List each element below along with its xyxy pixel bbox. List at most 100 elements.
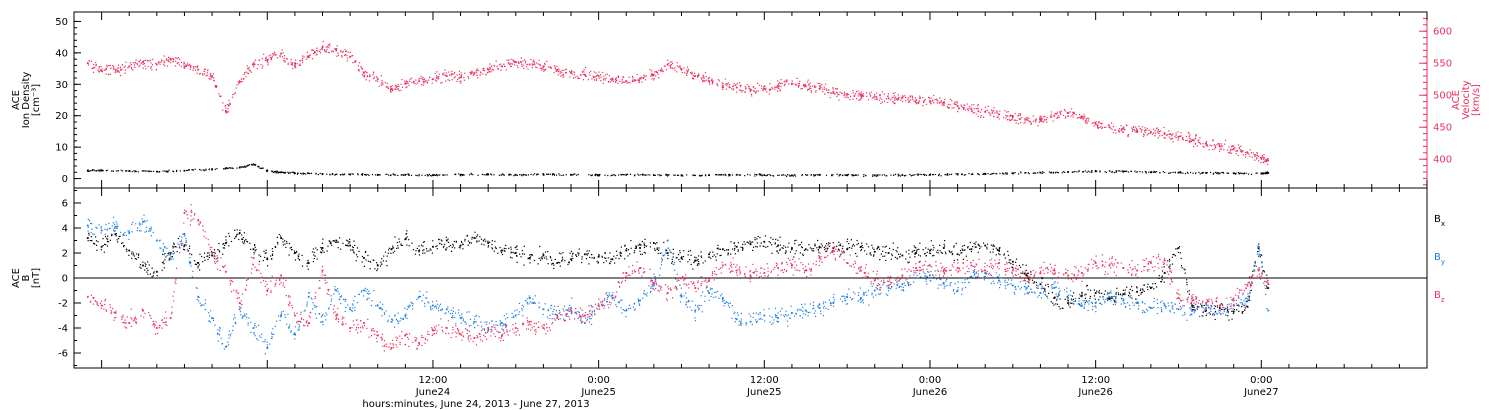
by-series-sample <box>526 303 528 305</box>
density-series-sample <box>1241 172 1243 175</box>
bx-series-sample <box>897 247 899 249</box>
velocity-series-sample <box>652 75 654 77</box>
velocity-series-sample <box>992 110 994 112</box>
velocity-series-sample <box>706 79 708 81</box>
velocity-series-sample <box>1171 133 1173 136</box>
bx-series-sample <box>626 248 628 250</box>
bx-series-sample <box>93 242 95 244</box>
velocity-series-sample <box>1091 122 1093 124</box>
velocity-series-sample <box>1256 158 1258 160</box>
bx-series-sample <box>203 252 206 254</box>
by-series-sample <box>322 324 324 326</box>
velocity-series-sample <box>215 86 218 88</box>
density-series-sample <box>573 173 575 175</box>
bx-series-sample <box>446 247 448 249</box>
velocity-series-sample <box>1050 114 1052 116</box>
velocity-series-sample <box>423 78 426 80</box>
by-series-sample <box>100 226 102 228</box>
velocity-series-sample <box>896 97 898 100</box>
bx-series-sample <box>137 254 140 256</box>
density-series-sample <box>968 172 970 175</box>
velocity-series-sample <box>1266 159 1269 161</box>
bx-series-sample <box>1066 296 1068 298</box>
velocity-series-sample <box>1223 143 1226 145</box>
bx-series-sample <box>818 247 820 249</box>
bx-series-sample <box>1242 310 1244 313</box>
velocity-series-sample <box>831 92 833 94</box>
bx-series-sample <box>462 243 464 245</box>
bx-series-sample <box>1203 304 1205 306</box>
bx-series-sample <box>1072 292 1075 294</box>
velocity-series-sample <box>1163 133 1165 136</box>
velocity-series-sample <box>1080 115 1082 118</box>
bx-series-sample <box>1031 279 1034 281</box>
bx-series-sample <box>250 248 252 250</box>
bx-series-sample <box>1089 297 1091 299</box>
density-series-sample <box>736 174 738 176</box>
bx-series-point <box>349 244 352 247</box>
velocity-series-sample <box>878 99 881 101</box>
bx-series-sample <box>814 245 816 247</box>
by-series-sample <box>284 316 287 319</box>
bx-series-sample <box>670 251 672 254</box>
bx-series-sample <box>286 242 288 244</box>
velocity-series-sample <box>177 57 179 59</box>
bx-series-sample <box>386 265 388 267</box>
by-series-sample <box>571 297 573 299</box>
velocity-series-sample <box>1062 114 1065 116</box>
bx-series-sample <box>1025 264 1027 266</box>
density-series-sample <box>216 167 218 170</box>
velocity-series-sample <box>497 67 499 70</box>
bx-series-sample <box>772 238 774 240</box>
by-series-point <box>1080 304 1083 307</box>
velocity-series-sample <box>666 64 668 66</box>
velocity-series-sample <box>163 63 165 65</box>
velocity-series-sample <box>1258 160 1260 162</box>
velocity-series-sample <box>1127 134 1129 136</box>
by-series-sample <box>550 307 552 310</box>
by-series-sample <box>288 327 290 329</box>
velocity-series-sample <box>1050 116 1052 118</box>
density-series-sample <box>1067 171 1069 173</box>
by-series-sample <box>473 318 476 320</box>
bx-series-sample <box>422 245 424 247</box>
velocity-series-sample <box>1265 161 1267 163</box>
velocity-series-sample <box>830 92 832 94</box>
density-series-sample <box>894 173 897 176</box>
density-series-sample <box>595 173 597 175</box>
bx-series-sample <box>654 243 657 245</box>
by-series-sample <box>254 323 256 325</box>
density-series-sample <box>591 175 593 177</box>
bx-series-sample <box>639 253 642 255</box>
density-series-sample <box>392 173 394 175</box>
velocity-series-sample <box>1118 130 1120 133</box>
bx-series-sample <box>585 258 588 260</box>
density-series-sample <box>610 175 612 177</box>
velocity-series-sample <box>308 54 310 56</box>
bx-series-sample <box>444 243 446 245</box>
density-series-sample <box>555 174 558 176</box>
density-series-sample <box>255 163 257 166</box>
bx-series-point <box>514 252 517 254</box>
by-series-sample <box>243 315 245 317</box>
velocity-series-sample <box>1216 144 1218 146</box>
velocity-series-sample <box>1105 126 1107 128</box>
velocity-series-sample <box>881 98 883 100</box>
bx-series-sample <box>213 251 215 254</box>
velocity-series-sample <box>1154 135 1156 137</box>
bx-series-sample <box>1241 305 1243 308</box>
by-series-sample <box>368 290 370 292</box>
velocity-series-sample <box>190 65 192 67</box>
bx-series-sample <box>1079 295 1081 297</box>
velocity-series-sample <box>897 97 899 100</box>
velocity-series-sample <box>814 85 816 87</box>
velocity-series-sample <box>1025 117 1027 119</box>
velocity-series-sample <box>821 84 823 86</box>
velocity-series-sample <box>964 109 966 111</box>
bx-series-sample <box>597 261 600 263</box>
by-series-sample <box>150 235 152 237</box>
velocity-series-sample <box>185 64 187 66</box>
bx-series-sample <box>1184 272 1186 274</box>
velocity-series-sample <box>364 74 366 76</box>
by-series-sample <box>435 305 437 307</box>
